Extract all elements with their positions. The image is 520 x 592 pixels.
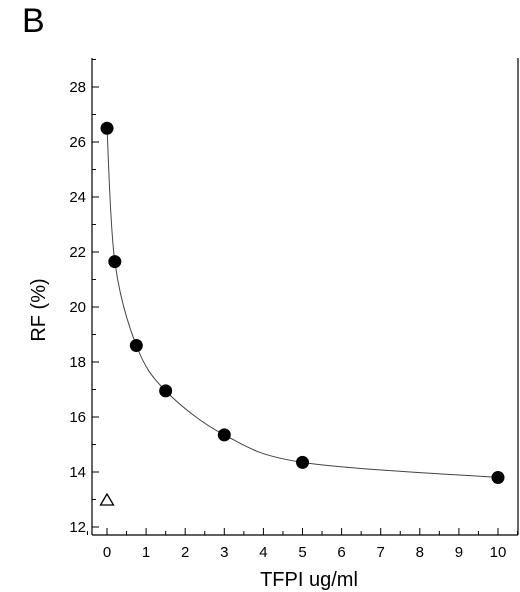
x-tick-label: 9 — [455, 544, 463, 561]
x-tick-label: 5 — [298, 544, 306, 561]
data-point — [296, 455, 309, 469]
x-tick-label: 2 — [181, 544, 189, 561]
x-axis-label: TFPI ug/ml — [260, 569, 358, 591]
data-point — [217, 428, 231, 442]
y-tick-label: 12 — [69, 519, 86, 536]
y-tick-label: 18 — [69, 354, 86, 371]
control-point — [99, 492, 115, 506]
fit-curve — [106, 128, 499, 478]
x-tick-label: 4 — [259, 544, 267, 561]
x-tick-label: 6 — [337, 544, 345, 561]
data-point — [100, 121, 114, 135]
x-tick-label: 8 — [416, 544, 424, 561]
x-tick-label: 10 — [490, 544, 507, 561]
x-tick-label: 7 — [377, 544, 385, 561]
y-tick-label: 16 — [69, 409, 86, 426]
y-tick-label: 22 — [69, 244, 86, 261]
x-tick-label: 3 — [220, 544, 228, 561]
data-point — [159, 384, 173, 398]
data-point — [108, 255, 122, 269]
y-tick-label: 26 — [69, 134, 86, 151]
y-tick-label: 14 — [69, 464, 86, 481]
y-axis-label: RF (%) — [28, 278, 50, 341]
data-points — [99, 121, 505, 506]
y-tick-label: 28 — [69, 79, 86, 96]
data-point — [491, 471, 505, 484]
y-tick-label: 24 — [69, 189, 86, 206]
panel-label: B — [22, 2, 45, 40]
x-tick-label: 1 — [142, 544, 150, 561]
x-tick-label: 0 — [103, 544, 111, 561]
data-point — [129, 339, 143, 352]
series-line — [106, 128, 499, 478]
y-tick-label: 20 — [69, 299, 86, 316]
